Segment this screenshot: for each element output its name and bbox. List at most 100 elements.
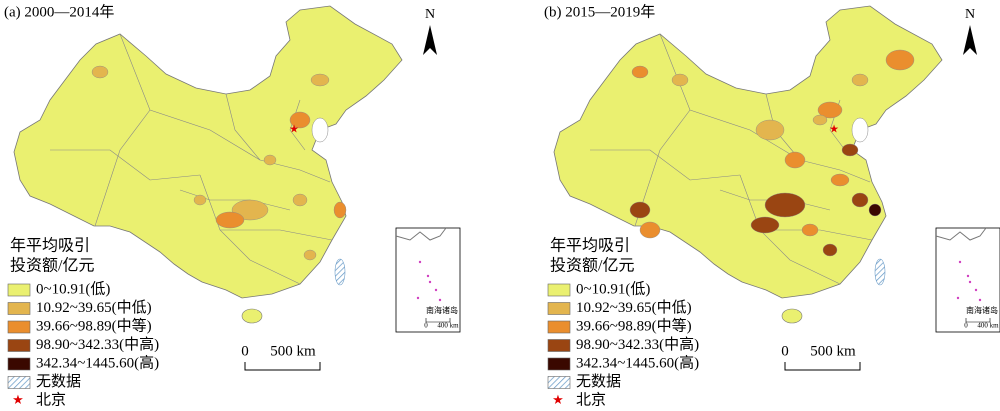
inset-scale: [425, 318, 451, 323]
inset-island: [978, 298, 982, 302]
legend-swatch: [547, 302, 571, 315]
legend-swatch: [7, 357, 31, 371]
legend-label: 0~10.91(低): [576, 280, 650, 297]
inset-label: 南海诸岛: [426, 305, 458, 315]
scale-label: 0: [781, 343, 789, 359]
inset-island: [968, 280, 972, 284]
region-patch: [303, 249, 317, 261]
region-patch: [639, 221, 661, 239]
region-patch: [310, 73, 330, 87]
legend-label: 北京: [576, 391, 606, 408]
inset-coast: [395, 227, 447, 241]
region-patch: [851, 73, 869, 87]
province-border: [119, 33, 261, 161]
province-border: [199, 174, 301, 285]
scale-label: 0: [241, 343, 249, 359]
region-patch: [193, 194, 207, 206]
inset-scale-label: 0: [424, 322, 428, 330]
hainan: [781, 308, 803, 324]
taiwan: [874, 258, 886, 286]
region-patch: [629, 201, 651, 219]
inset-scale-label: 400 km: [437, 322, 459, 330]
region-patch: [868, 203, 882, 217]
bohai: [311, 117, 329, 143]
legend-swatch: [7, 283, 31, 297]
inset-island: [418, 260, 422, 264]
legend-swatch: [7, 320, 31, 334]
region-patch: [671, 73, 689, 87]
legend-label: 39.66~98.89(中等): [36, 316, 152, 334]
inset-frame: [935, 227, 1000, 333]
north-arrow: [963, 25, 977, 55]
legend-label: 342.34~1445.60(高): [36, 354, 159, 371]
region-patch: [292, 193, 308, 207]
inset-island: [426, 274, 430, 278]
inset-island: [958, 260, 962, 264]
province-border: [225, 93, 261, 161]
region-patch: [822, 243, 838, 257]
legend-star: ★: [552, 392, 564, 407]
scale-label: 500 km: [810, 343, 856, 359]
inset-scale-label: 0: [964, 322, 968, 330]
region-patch: [215, 211, 245, 229]
scale-bar: [244, 362, 321, 371]
inset-scale-label: 400 km: [977, 322, 999, 330]
legend-title: 年平均吸引: [550, 237, 630, 255]
taiwan: [334, 258, 346, 286]
region-patch: [333, 201, 347, 219]
region-patch: [631, 65, 649, 79]
beijing-marker: ★: [829, 124, 839, 136]
province-border: [94, 109, 151, 227]
inset-island: [428, 280, 432, 284]
region-patch: [812, 114, 828, 126]
legend-label: 342.34~1445.60(高): [576, 354, 699, 371]
legend-label: 北京: [36, 391, 66, 408]
legend-label: 39.66~98.89(中等): [576, 316, 692, 334]
hainan: [241, 308, 263, 324]
region-patch: [263, 154, 277, 166]
legend-swatch: [547, 283, 571, 297]
inset-island: [974, 288, 978, 292]
region-patch: [841, 143, 859, 157]
region-patch: [764, 192, 806, 218]
country-outline: [13, 5, 403, 299]
region-patch: [289, 111, 311, 129]
legend-label: 0~10.91(低): [36, 280, 110, 297]
province-border: [739, 174, 841, 285]
beijing-marker: ★: [289, 124, 299, 136]
inset-island: [438, 298, 442, 302]
legend-title: 投资额/亿元: [550, 257, 634, 275]
inset-label: 南海诸岛: [966, 305, 998, 315]
legend-title: 投资额/亿元: [10, 257, 94, 275]
province-border: [50, 149, 201, 181]
province-border: [799, 159, 871, 183]
inset-island: [434, 288, 438, 292]
province-border: [179, 189, 291, 211]
province-border: [760, 229, 873, 241]
region-patch: [91, 65, 109, 79]
legend-swatch: [7, 302, 31, 315]
scale-bar: [784, 362, 861, 371]
legend-label: 10.92~39.65(中低): [36, 299, 152, 316]
north-arrow: [423, 25, 437, 55]
province-border: [220, 229, 333, 241]
legend-title: 年平均吸引: [10, 237, 90, 255]
bohai: [851, 117, 869, 143]
province-border: [289, 99, 306, 151]
legend-swatch: [7, 339, 31, 352]
legend-swatch: [547, 376, 571, 389]
legend-swatch: [547, 339, 571, 352]
province-border: [659, 33, 801, 161]
inset-coast: [935, 227, 987, 241]
legend-label: 10.92~39.65(中低): [576, 299, 692, 316]
legend-swatch: [547, 320, 571, 334]
inset-frame: [395, 227, 461, 333]
inset-island: [416, 296, 420, 300]
province-border: [634, 109, 691, 227]
region-patch: [885, 49, 915, 71]
inset-island: [956, 296, 960, 300]
legend-star: ★: [12, 392, 24, 407]
province-border: [590, 149, 741, 181]
